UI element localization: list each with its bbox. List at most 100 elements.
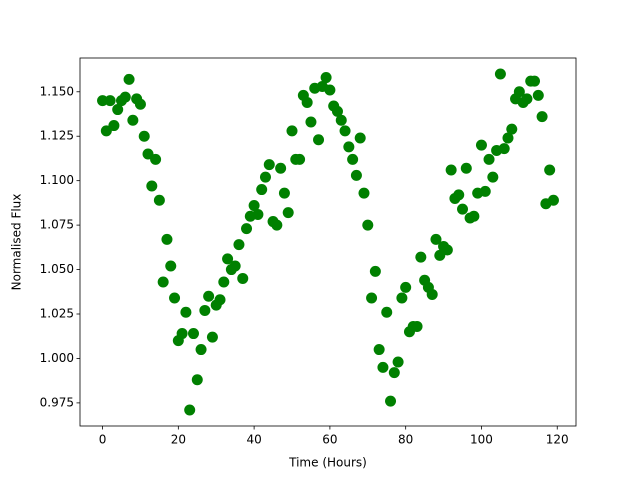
data-point [445,164,457,176]
data-point [195,344,207,356]
data-point [430,233,442,245]
data-point [494,68,506,80]
data-point [252,208,264,220]
data-point [381,306,393,318]
data-point [104,95,116,107]
data-point [256,184,268,196]
data-point [324,84,336,96]
data-point [241,223,253,235]
data-point [460,162,472,174]
data-point [547,194,559,206]
data-point [275,162,287,174]
data-point [502,132,514,144]
data-point [271,219,283,231]
data-point [112,104,124,116]
data-point [187,328,199,340]
data-point [343,141,355,153]
data-point [339,125,351,137]
data-point [278,187,290,199]
y-tick-label: 0.975 [40,395,74,409]
y-tick-label: 1.050 [40,262,74,276]
data-point [487,171,499,183]
data-point [184,404,196,416]
data-point [536,111,548,123]
data-point [377,361,389,373]
x-axis-label: Time (Hours) [288,456,367,470]
data-point [157,276,169,288]
data-point [362,219,374,231]
data-point [457,203,469,215]
data-point [237,272,249,284]
x-tick-label: 100 [470,433,493,447]
x-tick-label: 40 [246,433,261,447]
data-point [392,356,404,368]
y-tick-label: 1.000 [40,351,74,365]
data-point [483,153,495,165]
data-point [396,292,408,304]
data-point [453,189,465,201]
y-tick-label: 1.125 [40,129,74,143]
data-point [479,185,491,197]
data-point [441,244,453,256]
data-point [358,187,370,199]
data-point [127,114,139,126]
data-point [388,367,400,379]
data-point [498,143,510,155]
data-point [305,116,317,128]
data-point [161,233,173,245]
data-point [119,91,131,103]
data-point [415,251,427,263]
data-point [153,194,165,206]
x-tick-label: 60 [322,433,337,447]
data-point [354,132,366,144]
data-point [138,130,150,142]
data-point [97,95,109,107]
data-point [301,96,313,108]
data-point [468,210,480,222]
data-point [385,395,397,407]
plot-frame [79,57,577,427]
data-point [282,207,294,219]
data-point [513,86,525,98]
data-point [108,120,120,132]
data-point [222,253,234,265]
y-tick-label: 1.025 [40,307,74,321]
y-axis-label: Normalised Flux [10,194,24,291]
data-point [146,180,158,192]
data-point [369,265,381,277]
data-point [335,114,347,126]
data-point [521,93,533,105]
data-point [532,89,544,101]
data-point [313,134,325,146]
data-point [203,290,215,302]
x-tick-label: 20 [171,433,186,447]
data-point [206,331,218,343]
x-tick-label: 120 [546,433,569,447]
data-point [150,153,162,165]
data-point [263,159,275,171]
data-point [320,72,332,84]
y-tick-label: 1.100 [40,173,74,187]
data-point [180,306,192,318]
data-point [506,123,518,135]
data-point [373,344,385,356]
data-point [529,75,541,87]
data-point [214,294,226,306]
data-point [350,169,362,181]
data-point [411,320,423,332]
data-point [294,153,306,165]
data-point [366,292,378,304]
x-tick-label: 80 [398,433,413,447]
data-point [134,98,146,110]
data-point [248,200,260,212]
data-point [426,288,438,300]
data-point [123,73,135,85]
data-point [199,304,211,316]
data-point [218,276,230,288]
y-tick-label: 1.150 [40,84,74,98]
data-point [347,153,359,165]
y-tick-label: 1.075 [40,218,74,232]
